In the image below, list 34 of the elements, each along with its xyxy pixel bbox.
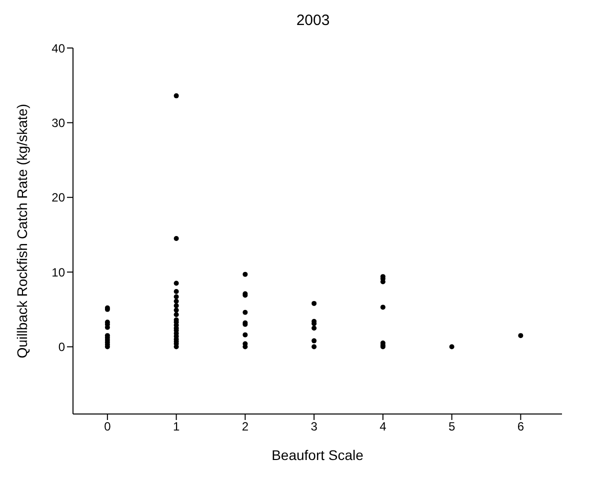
y-tick-label: 40	[52, 41, 66, 56]
y-tick-label: 20	[52, 190, 66, 205]
point	[312, 300, 317, 306]
x-tick-label: 5	[448, 420, 456, 434]
point	[174, 308, 179, 313]
point	[312, 338, 317, 344]
point	[518, 333, 524, 338]
point	[174, 289, 179, 294]
x-tick-label: 3	[310, 420, 318, 434]
point	[174, 280, 179, 286]
x-tick-label: 1	[172, 420, 180, 434]
point	[174, 236, 179, 241]
point	[312, 344, 317, 350]
x-tick-label: 0	[104, 420, 112, 434]
x-tick-label: 4	[380, 420, 387, 434]
x-tick-label: 2	[242, 420, 249, 434]
point	[174, 294, 179, 300]
chart-title: 2003	[295, 11, 331, 31]
point	[174, 298, 179, 304]
y-tick-label: 30	[52, 116, 66, 130]
y-tick-label: 10	[52, 265, 66, 280]
point	[312, 326, 317, 331]
point	[242, 332, 248, 338]
point	[174, 312, 179, 318]
y-tick-label: 0	[58, 340, 66, 354]
point	[174, 303, 179, 308]
x-tick-label: 6	[517, 420, 524, 434]
x-axis-title: Beaufort Scale	[272, 447, 364, 463]
point	[380, 304, 386, 310]
point	[242, 272, 248, 277]
point	[242, 310, 248, 315]
point	[449, 344, 454, 350]
point	[174, 93, 179, 98]
y-axis-title: Quillback Rockfish Catch Rate (kg/skate)	[14, 104, 30, 358]
